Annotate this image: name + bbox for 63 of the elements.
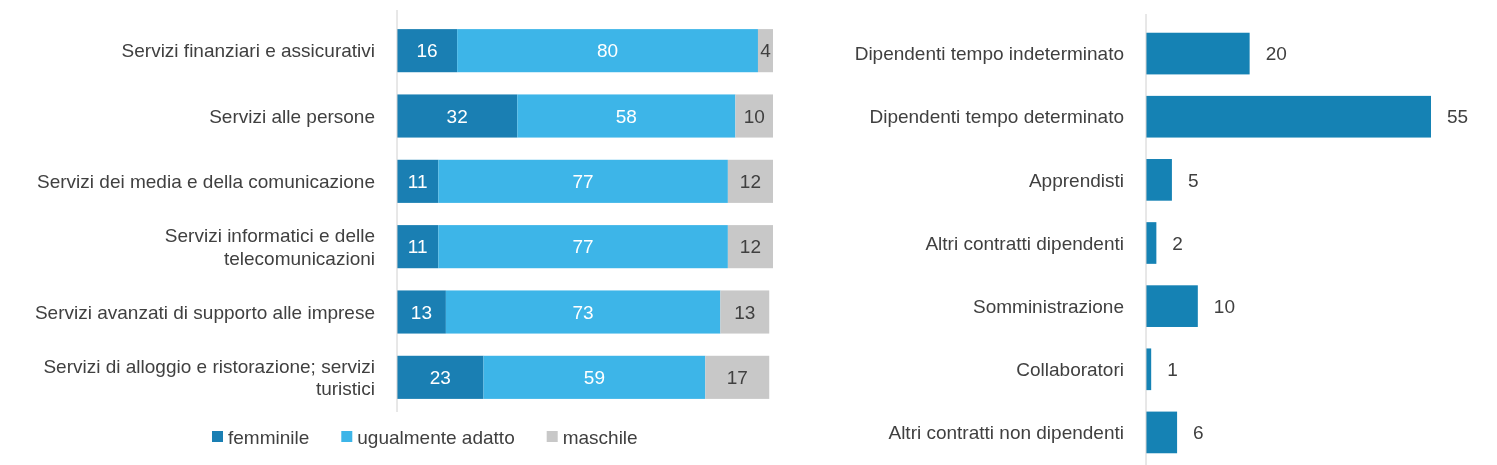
data-label: 10: [743, 105, 765, 127]
data-label: 11: [407, 236, 428, 258]
bar: [1146, 411, 1178, 454]
bar: [483, 355, 706, 399]
y-tick-label: Servizi alle persone: [209, 105, 375, 127]
data-label: 2: [1172, 232, 1183, 254]
legend-label: maschile: [562, 426, 638, 448]
data-label: 20: [1265, 43, 1287, 65]
bar: [397, 225, 439, 269]
data-label: 6: [1193, 422, 1204, 444]
bar: [445, 290, 721, 334]
data-label: 5: [1187, 169, 1199, 191]
y-tick-label: Apprendisti: [1028, 169, 1124, 191]
bar: [727, 225, 773, 269]
data-label: 23: [429, 366, 451, 388]
data-label: 17: [726, 366, 748, 388]
bar: [735, 94, 773, 138]
data-label: 77: [572, 236, 594, 258]
data-label: 16: [416, 40, 438, 62]
bar: [438, 159, 728, 203]
y-tick-label: Altri contratti non dipendenti: [888, 422, 1124, 444]
y-tick-label: Dipendenti tempo indeterminato: [854, 43, 1124, 65]
y-tick-label: Somministrazione: [973, 295, 1124, 317]
bar: [705, 355, 770, 399]
legend-label: femminile: [228, 426, 310, 448]
data-label: 32: [446, 105, 468, 127]
data-label: 80: [596, 40, 619, 62]
bar: [397, 159, 439, 203]
bar: [727, 159, 773, 203]
bar: [457, 29, 758, 73]
data-label: 12: [739, 236, 762, 258]
bar: [397, 29, 458, 73]
bar: [397, 94, 518, 138]
data-label: 55: [1447, 106, 1469, 128]
legend-label: ugualmente adatto: [357, 426, 515, 448]
y-tick-label: Collaboratori: [1016, 358, 1124, 380]
bar: [397, 290, 446, 334]
data-label: 58: [615, 105, 637, 127]
data-label: 4: [760, 40, 772, 62]
data-label: 13: [734, 301, 756, 323]
bar: [1146, 159, 1172, 201]
y-tick-label: Servizi di alloggio e ristorazione; servizi turistici: [43, 355, 375, 400]
data-label: 73: [572, 301, 594, 323]
y-tick-label: Servizi informatici e delle telecomunicazioni: [164, 224, 375, 269]
data-label: 77: [572, 170, 594, 192]
data-label: 10: [1213, 295, 1235, 317]
data-label: 12: [739, 170, 762, 192]
y-tick-label: Altri contratti dipendenti: [925, 232, 1124, 254]
bar: [1146, 95, 1431, 138]
y-tick-label: Servizi avanzati di supporto alle imprese: [34, 301, 375, 323]
bar: [720, 290, 770, 334]
y-tick-label: Servizi dei media e della comunicazione: [37, 170, 375, 192]
bar: [517, 94, 736, 138]
bar: [1146, 32, 1250, 75]
y-tick-label: Dipendenti tempo determinato: [869, 106, 1124, 128]
data-label: 59: [583, 366, 605, 388]
data-label: 13: [410, 301, 433, 323]
bar: [397, 355, 484, 399]
bar: [1146, 285, 1198, 327]
y-tick-label: Servizi finanziari e assicurativi: [121, 40, 375, 62]
data-label: 1: [1167, 358, 1178, 380]
bar: [438, 225, 728, 269]
data-label: 11: [407, 170, 428, 192]
